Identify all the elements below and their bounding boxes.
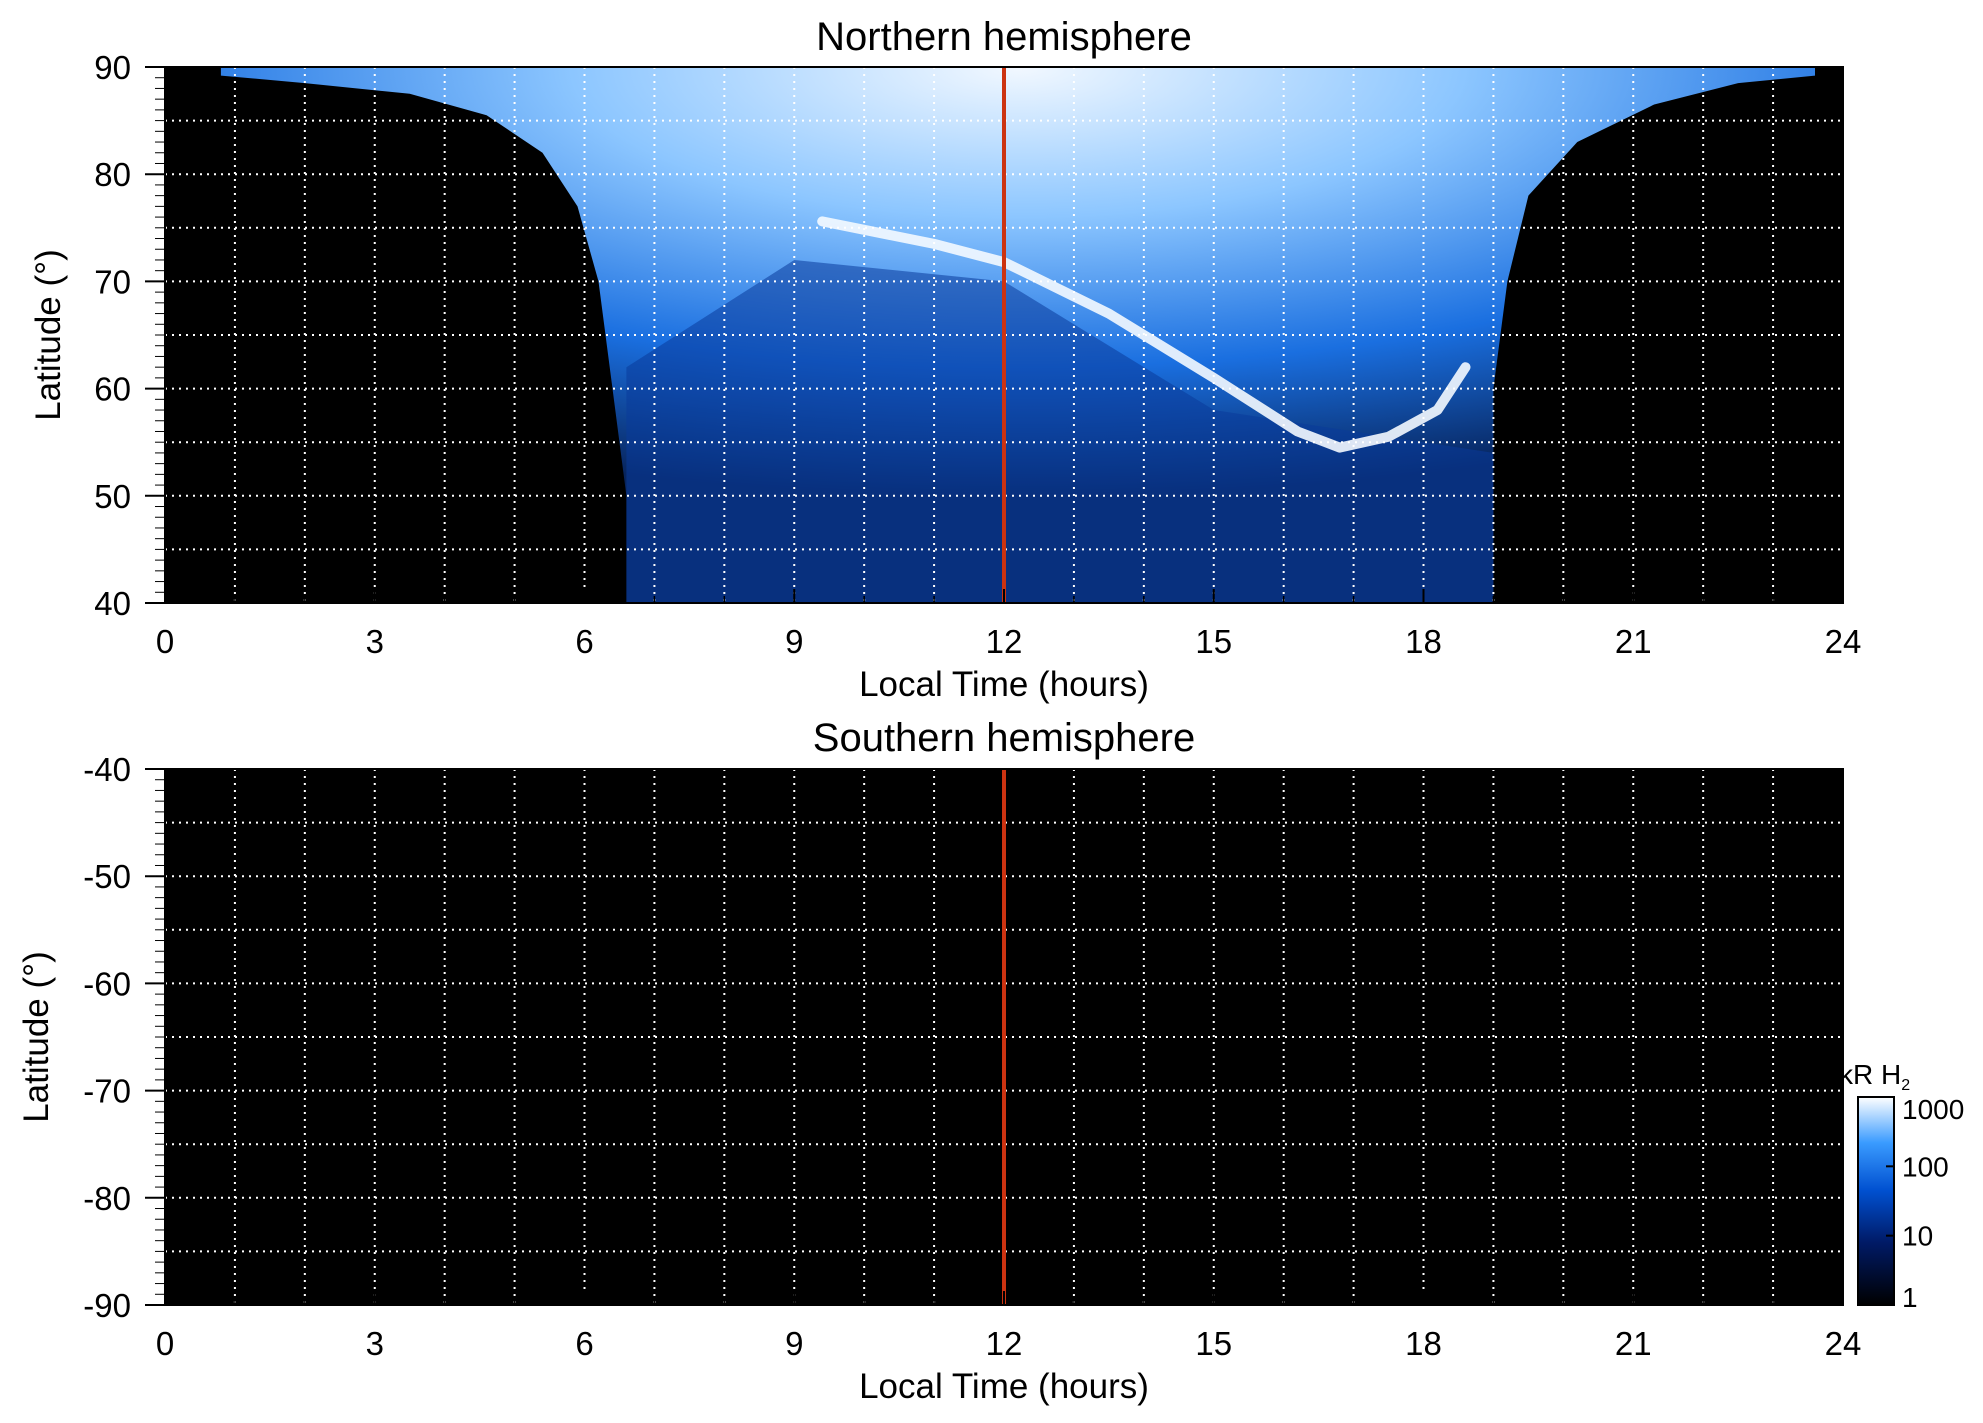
north-y-tick-label: 70 bbox=[94, 263, 131, 300]
panel-north: Northern hemisphere 0 3 6 9 12 15 18 21 24 40 50 60… bbox=[29, 15, 1861, 704]
south-y-tick-label: -40 bbox=[83, 751, 131, 788]
colorbar-tick-label: 1 bbox=[1902, 1282, 1918, 1313]
south-y-tick-label: -50 bbox=[83, 858, 131, 895]
colorbar-tick-label: 1000 bbox=[1902, 1094, 1964, 1125]
north-y-tick-label: 90 bbox=[94, 49, 131, 86]
north-x-tick-label: 0 bbox=[156, 623, 174, 660]
south-x-axis-label: Local Time (hours) bbox=[859, 1367, 1149, 1406]
north-x-tick-label: 12 bbox=[986, 623, 1023, 660]
south-title: Southern hemisphere bbox=[813, 716, 1195, 760]
north-axes: 0 3 6 9 12 15 18 21 24 40 50 60 70 80 90 bbox=[94, 49, 1861, 660]
south-y-tick-label: -70 bbox=[83, 1073, 131, 1110]
colorbar: kR H2 1000 100 10 1 bbox=[1839, 1059, 1964, 1313]
south-x-tick-label: 18 bbox=[1405, 1325, 1442, 1362]
colorbar-gradient bbox=[1857, 1096, 1895, 1306]
north-x-tick-label: 6 bbox=[575, 623, 593, 660]
north-auroral-arc bbox=[817, 216, 1471, 453]
south-x-tick-label: 12 bbox=[986, 1325, 1023, 1362]
panel-south: Southern hemisphere 0 3 6 9 12 15 18 21 24 -40 -50… bbox=[17, 716, 1861, 1406]
south-x-tick-label: 24 bbox=[1825, 1325, 1862, 1362]
north-x-tick-label: 18 bbox=[1405, 623, 1442, 660]
south-x-tick-label: 6 bbox=[575, 1325, 593, 1362]
south-x-tick-label: 21 bbox=[1615, 1325, 1652, 1362]
south-y-axis-label: Latitude (°) bbox=[17, 951, 56, 1123]
north-x-tick-label: 24 bbox=[1825, 623, 1862, 660]
south-x-tick-label: 3 bbox=[366, 1325, 384, 1362]
colorbar-tick-label: 10 bbox=[1902, 1221, 1933, 1252]
north-y-tick-label: 40 bbox=[94, 585, 131, 622]
south-x-tick-label: 15 bbox=[1195, 1325, 1232, 1362]
south-x-tick-label: 0 bbox=[156, 1325, 174, 1362]
north-y-axis-label: Latitude (°) bbox=[29, 249, 68, 421]
north-x-axis-label: Local Time (hours) bbox=[859, 665, 1149, 704]
colorbar-title-subscript: 2 bbox=[1901, 1077, 1910, 1094]
south-y-tick-label: -90 bbox=[83, 1287, 131, 1324]
north-x-tick-label: 9 bbox=[785, 623, 803, 660]
south-axes: 0 3 6 9 12 15 18 21 24 -40 -50 -60 -70 -80 -90 bbox=[83, 751, 1861, 1362]
south-y-tick-label: -60 bbox=[83, 965, 131, 1002]
north-x-tick-label: 3 bbox=[366, 623, 384, 660]
north-y-tick-label: 80 bbox=[94, 156, 131, 193]
south-x-tick-label: 9 bbox=[785, 1325, 803, 1362]
north-x-tick-label: 21 bbox=[1615, 623, 1652, 660]
south-grid bbox=[165, 769, 1843, 1305]
colorbar-ticks: 1000 100 10 1 bbox=[1886, 1094, 1964, 1313]
north-y-tick-label: 50 bbox=[94, 478, 131, 515]
north-title: Northern hemisphere bbox=[816, 15, 1192, 59]
north-noise-region bbox=[626, 260, 1494, 603]
north-grid bbox=[165, 67, 1843, 603]
north-y-tick-label: 60 bbox=[94, 371, 131, 408]
north-x-tick-label: 15 bbox=[1195, 623, 1232, 660]
colorbar-tick-label: 100 bbox=[1902, 1151, 1949, 1182]
colorbar-title: kR H2 bbox=[1839, 1059, 1910, 1094]
south-y-tick-label: -80 bbox=[83, 1180, 131, 1217]
